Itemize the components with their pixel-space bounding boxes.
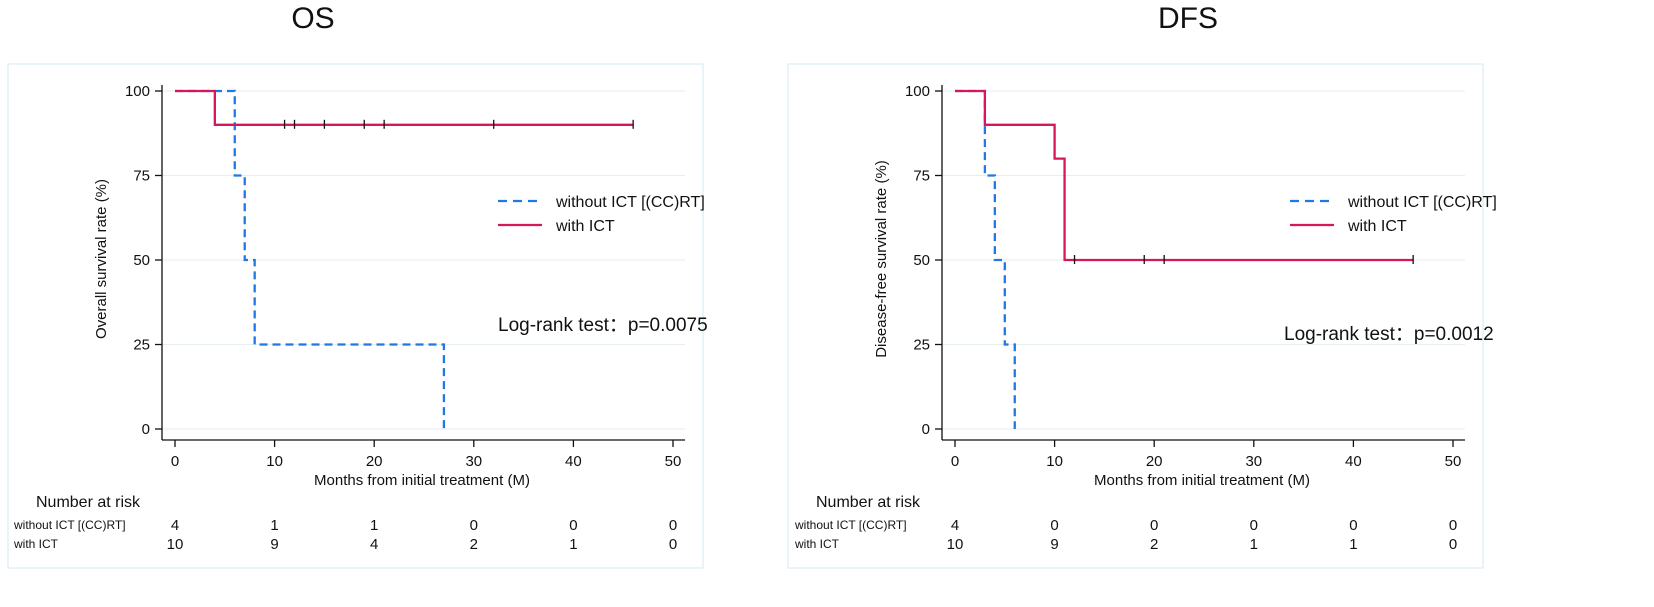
os-risk-table-header: Number at risk — [36, 494, 141, 511]
os-risk-value-without-50: 0 — [669, 517, 677, 534]
os-y-axis-label: Overall survival rate (%) — [93, 179, 110, 339]
dfs-risk-value-without-40: 0 — [1349, 517, 1357, 534]
os-risk-value-without-10: 1 — [270, 517, 278, 534]
dfs-risk-value-without-10: 0 — [1050, 517, 1058, 534]
os-risk-value-with-20: 4 — [370, 536, 378, 553]
dfs-risk-table-header: Number at risk — [816, 494, 921, 511]
os-x-tick-label-10: 10 — [266, 453, 283, 470]
dfs-legend-label-with: with ICT — [1347, 218, 1407, 235]
os-y-tick-label-25: 25 — [133, 337, 150, 354]
os-y-tick-label-0: 0 — [142, 421, 150, 438]
dfs-risk-value-with-30: 1 — [1250, 536, 1258, 553]
os-series — [175, 89, 634, 429]
os-grid — [162, 90, 685, 430]
dfs-risk-row-label-without: without ICT [(CC)RT] — [794, 518, 907, 532]
dfs-chart-frame — [787, 63, 1484, 569]
dfs-x-tick-label-20: 20 — [1146, 453, 1163, 470]
os-risk-value-with-30: 2 — [470, 536, 478, 553]
os-risk-row-label-with: with ICT — [13, 537, 59, 551]
dfs-risk-value-with-50: 0 — [1449, 536, 1457, 553]
os-risk-value-without-20: 1 — [370, 517, 378, 534]
os-risk-value-with-50: 0 — [669, 536, 677, 553]
dfs-y-tick-label-0: 0 — [922, 421, 930, 438]
dfs-x-tick-label-30: 30 — [1245, 453, 1262, 470]
dfs-risk-value-without-0: 4 — [951, 517, 959, 534]
dfs-risk-value-with-40: 1 — [1349, 536, 1357, 553]
os-y-tick-label-75: 75 — [133, 168, 150, 185]
os-legend-label-with: with ICT — [555, 218, 615, 235]
dfs-x-axis-label: Months from initial treatment (M) — [1094, 472, 1310, 489]
os-risk-row-label-without: without ICT [(CC)RT] — [13, 518, 126, 532]
dfs-x-tick-label-50: 50 — [1445, 453, 1462, 470]
dfs-risk-values: 4 0 0 0 0 010 9 2 1 1 0 — [947, 517, 1458, 553]
os-y-tick-label-50: 50 — [133, 252, 150, 269]
dfs-legend-label-without: without ICT [(CC)RT] — [1347, 194, 1497, 211]
os-risk-value-with-10: 9 — [270, 536, 278, 553]
os-risk-value-without-40: 0 — [569, 517, 577, 534]
dfs-y-tick-label-25: 25 — [913, 337, 930, 354]
dfs-risk-value-without-50: 0 — [1449, 517, 1457, 534]
os-risk-values: 4 1 1 0 0 010 9 4 2 1 0 — [167, 517, 678, 553]
dfs-y-axis-label: Disease-free survival rate (%) — [873, 160, 890, 358]
os-risk-value-without-0: 4 — [171, 517, 179, 534]
dfs-risk-row-label-with: with ICT — [794, 537, 840, 551]
os-legend-label-without: without ICT [(CC)RT] — [555, 194, 705, 211]
os-logrank-annotation: Log-rank test：p=0.0075 — [498, 315, 708, 336]
dfs-risk-value-with-20: 2 — [1150, 536, 1158, 553]
os-x-tick-label-20: 20 — [366, 453, 383, 470]
dfs-risk-value-with-10: 9 — [1050, 536, 1058, 553]
dfs-y-tick-label-100: 100 — [905, 83, 930, 100]
os-risk-value-with-0: 10 — [167, 536, 184, 553]
dfs-risk-value-without-20: 0 — [1150, 517, 1158, 534]
os-x-tick-label-40: 40 — [565, 453, 582, 470]
dfs-x-tick-label-0: 0 — [951, 453, 959, 470]
os-risk-value-with-40: 1 — [569, 536, 577, 553]
dfs-risk-value-with-0: 10 — [947, 536, 964, 553]
dfs-series — [955, 89, 1414, 429]
os-x-tick-label-50: 50 — [665, 453, 682, 470]
dfs-risk-value-without-30: 0 — [1250, 517, 1258, 534]
os-chart-frame — [7, 63, 704, 569]
dfs-curve-with-ict — [955, 89, 1414, 262]
dfs-x-tick-label-40: 40 — [1345, 453, 1362, 470]
os-y-tick-label-100: 100 — [125, 83, 150, 100]
os-risk-value-without-30: 0 — [470, 517, 478, 534]
os-chart-title: OS — [291, 2, 334, 35]
os-curve-without-ict — [175, 89, 446, 429]
os-x-tick-label-30: 30 — [465, 453, 482, 470]
dfs-y-tick-label-50: 50 — [913, 252, 930, 269]
dfs-x-tick-label-10: 10 — [1046, 453, 1063, 470]
dfs-logrank-annotation: Log-rank test：p=0.0012 — [1284, 324, 1494, 345]
os-curve-with-ict — [175, 89, 634, 126]
os-ticks: 0 25 50 75 100 0 10 20 30 40 50 — [125, 83, 681, 470]
dfs-chart-title: DFS — [1158, 2, 1218, 35]
os-x-axis-label: Months from initial treatment (M) — [314, 472, 530, 489]
os-x-tick-label-0: 0 — [171, 453, 179, 470]
dfs-ticks: 0 25 50 75 100 0 10 20 30 40 50 — [905, 83, 1461, 470]
dfs-y-tick-label-75: 75 — [913, 168, 930, 185]
